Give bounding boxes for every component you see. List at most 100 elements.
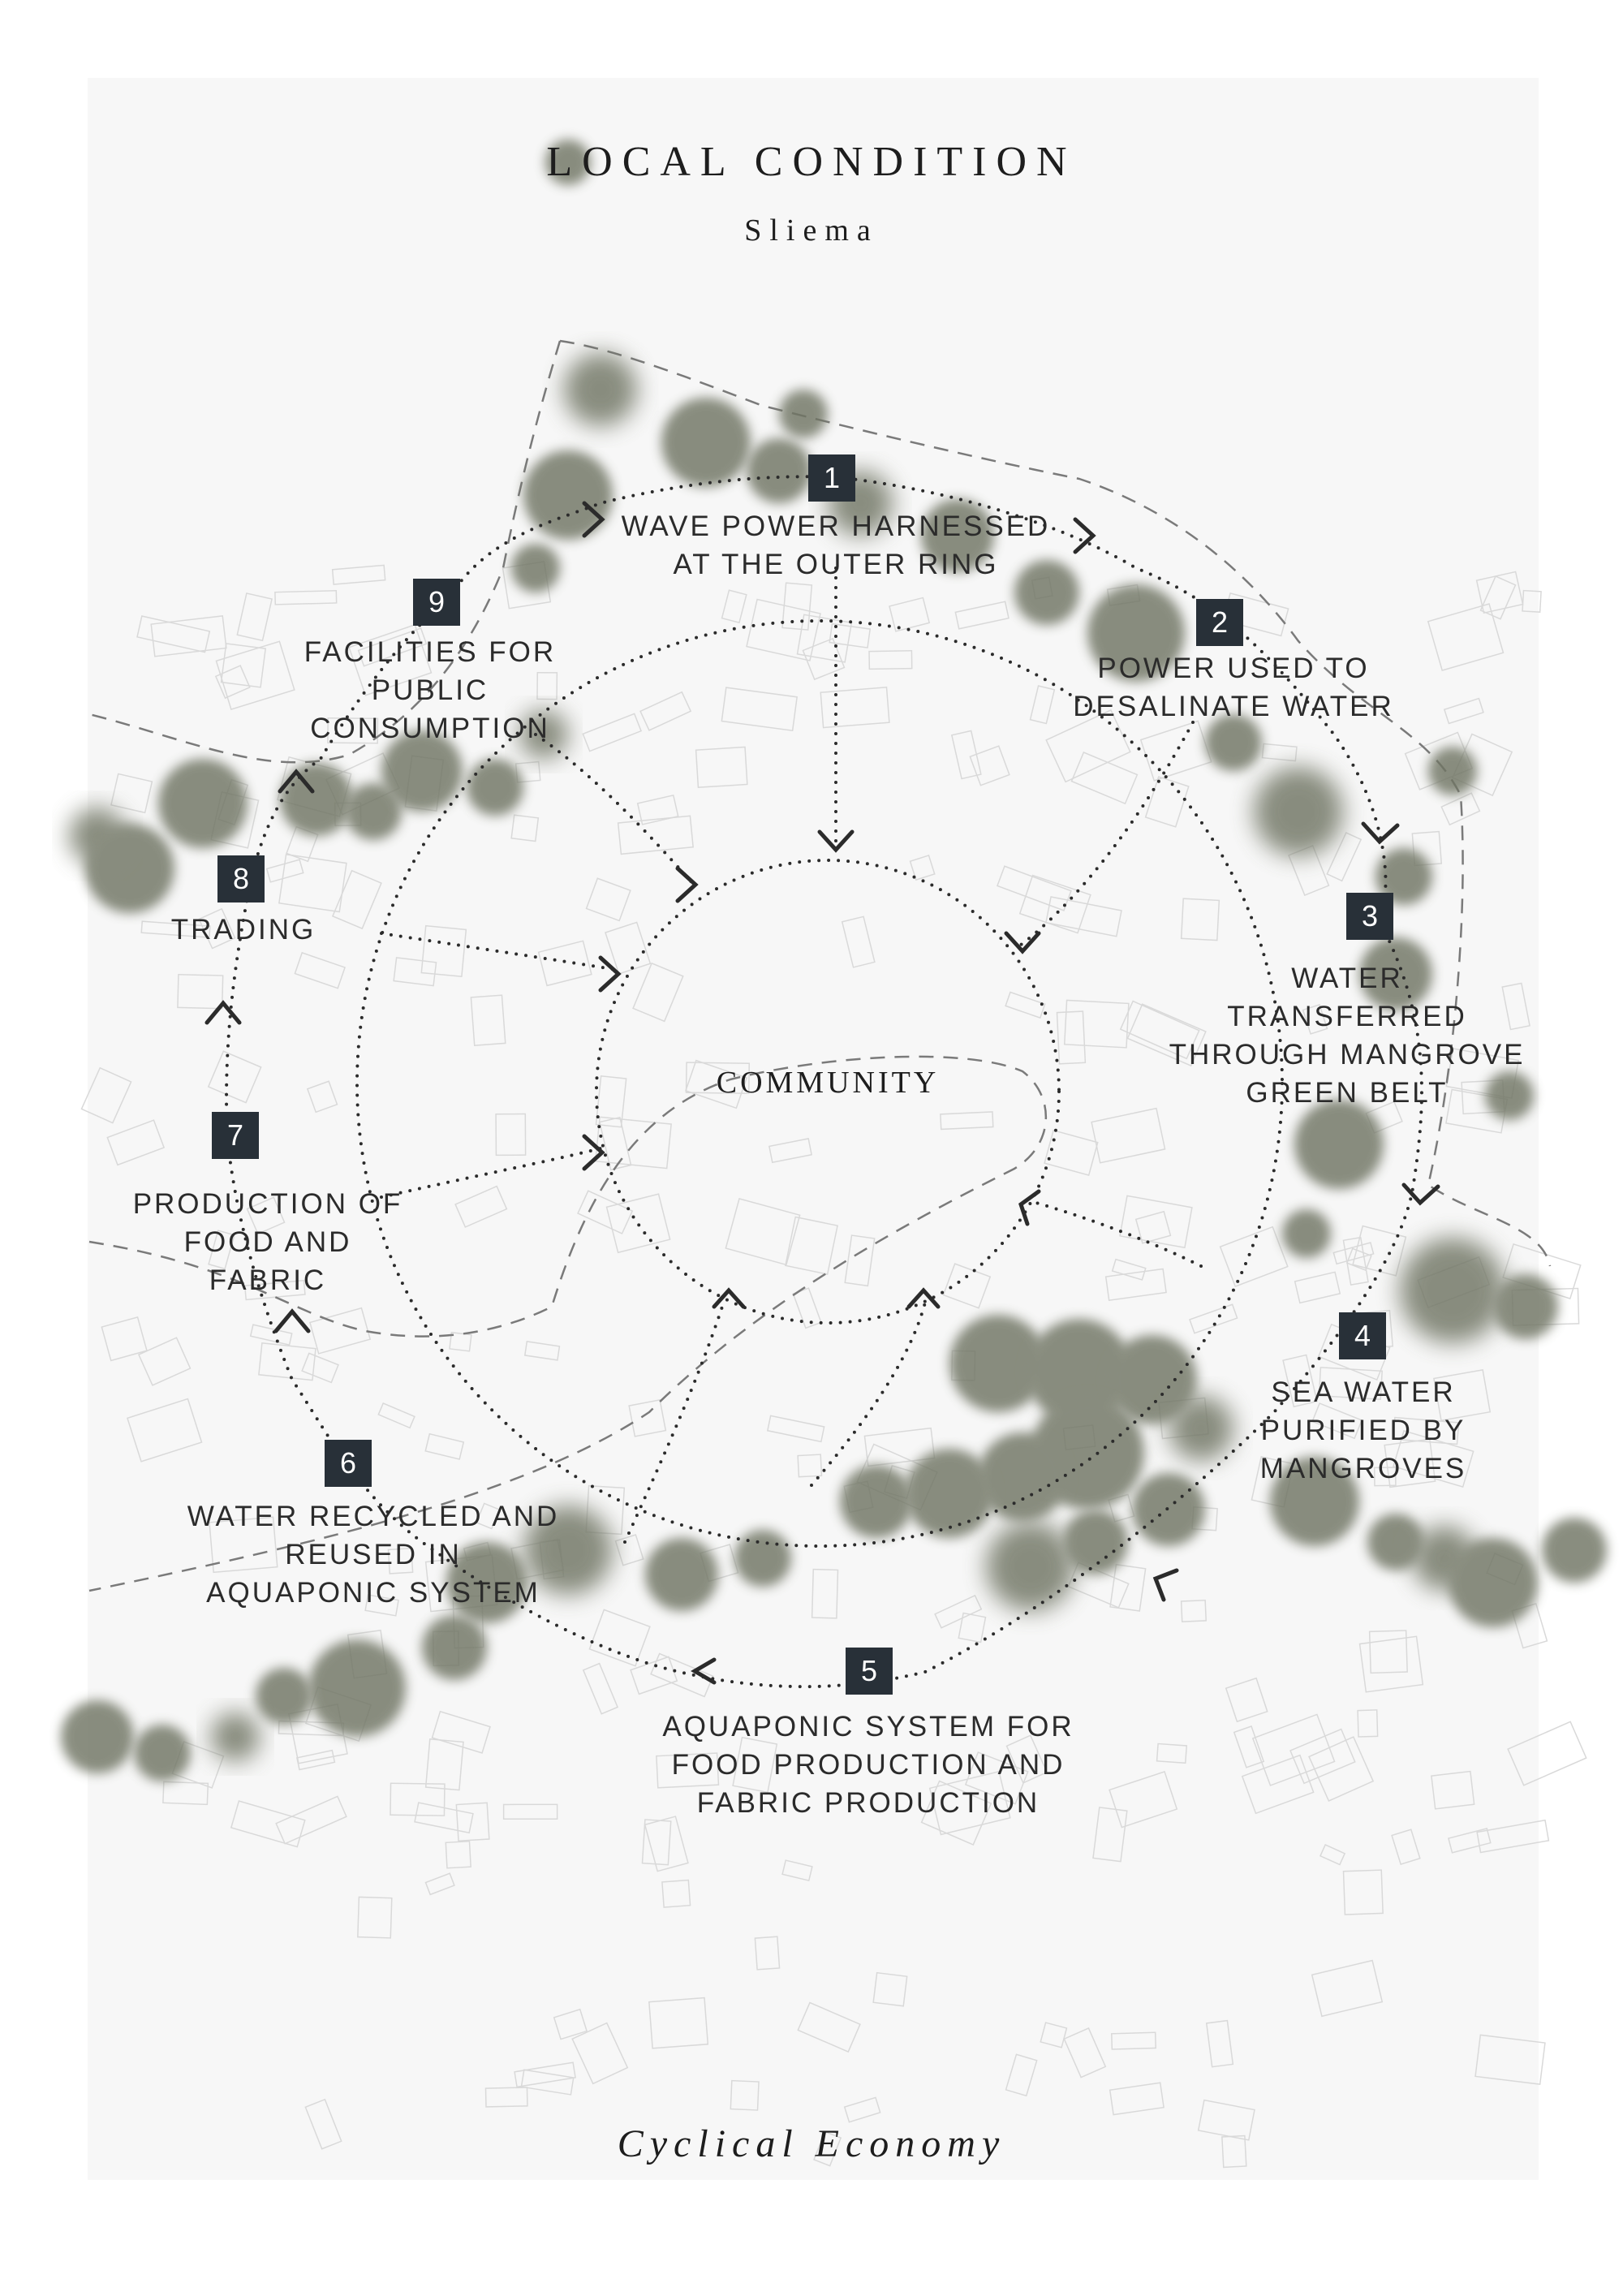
tree-canopy — [1375, 848, 1432, 905]
building-outline — [1332, 1242, 1375, 1265]
building-outline — [1119, 1000, 1200, 1060]
building-outline — [220, 643, 267, 688]
building-outline — [1241, 1754, 1315, 1815]
building-outline — [1070, 751, 1139, 805]
building-outline — [377, 1402, 415, 1429]
building-outline — [1373, 1467, 1397, 1487]
spoke-4 — [1029, 1200, 1203, 1268]
building-outline — [306, 1080, 338, 1114]
building-outline — [449, 1331, 472, 1352]
building-outline — [605, 921, 652, 975]
building-outline — [278, 853, 347, 913]
building-outline — [1109, 1770, 1178, 1829]
building-outline — [958, 1612, 987, 1643]
tree-canopy — [1169, 1396, 1233, 1461]
building-outline — [209, 1516, 278, 1574]
building-outline — [1225, 1677, 1268, 1723]
building-outline — [582, 713, 643, 752]
building-outline — [424, 1738, 464, 1791]
building-outline — [520, 2069, 575, 2096]
building-outline — [1029, 685, 1056, 725]
building-outline — [1326, 831, 1363, 882]
building-outline — [969, 745, 1010, 786]
building-outline — [1311, 1959, 1384, 2018]
building-outline — [106, 1119, 166, 1166]
building-outline — [725, 1197, 801, 1266]
tree-canopy — [564, 353, 637, 426]
building-outline — [162, 1781, 209, 1806]
tree-canopy — [545, 140, 591, 185]
tree-canopy — [134, 1725, 191, 1781]
tree-canopy — [921, 499, 994, 572]
building-outline — [784, 1216, 838, 1275]
building-outline — [198, 907, 236, 950]
step-4-badge: 4 — [1339, 1312, 1386, 1359]
step-6-label: WATER RECYCLED AND REUSED IN AQUAPONIC S… — [187, 1501, 560, 1609]
building-outline — [1139, 720, 1212, 782]
building-outline — [1180, 898, 1220, 941]
building-outline — [1358, 1635, 1424, 1693]
building-outline — [80, 1066, 132, 1124]
building-outline — [1352, 1225, 1407, 1277]
tree-canopy — [1087, 584, 1185, 682]
building-outline — [721, 687, 799, 732]
step-1-label: WAVE POWER HARNESSED AT THE OUTER RING — [621, 510, 1051, 580]
tree-canopy — [661, 398, 751, 487]
building-outline — [796, 614, 853, 663]
tree-canopy — [69, 808, 126, 864]
building-outline — [331, 869, 382, 930]
building-outline — [536, 671, 558, 700]
building-outline — [390, 1782, 446, 1816]
community-label: COMMUNITY — [716, 1066, 940, 1100]
building-outline — [695, 746, 748, 788]
tree-canopy — [158, 759, 248, 848]
building-outline — [1180, 1599, 1208, 1622]
building-outline — [274, 589, 338, 605]
building-outline — [781, 1859, 813, 1882]
building-outline — [420, 924, 467, 978]
building-outline — [1005, 2053, 1038, 2097]
building-outline — [841, 915, 876, 968]
building-outline — [1357, 1709, 1379, 1738]
page-subtitle: Sliema — [744, 213, 879, 248]
tree-canopy — [519, 710, 568, 759]
mangrove-trees — [61, 140, 1607, 1781]
building-outline — [872, 1971, 908, 2007]
building-outline — [641, 1819, 672, 1866]
tree-canopy — [280, 763, 353, 836]
building-outline — [214, 665, 251, 700]
building-outline — [1126, 1003, 1207, 1067]
step-5-label: AQUAPONIC SYSTEM FOR FOOD PRODUCTION AND… — [662, 1711, 1074, 1819]
tree-canopy — [61, 1700, 134, 1773]
inner-ring — [595, 859, 1061, 1325]
step-9-label: FACILITIES FOR PUBLIC CONSUMPTION — [304, 636, 557, 744]
tree-canopy — [1359, 937, 1432, 1010]
building-outline — [940, 1111, 994, 1131]
building-outline — [301, 1352, 339, 1384]
tree-canopy — [949, 1315, 1047, 1412]
building-outline — [1144, 776, 1190, 828]
building-outline — [1392, 1416, 1460, 1445]
building-outline — [1440, 792, 1481, 826]
building-outline — [1393, 1429, 1474, 1488]
building-outline — [348, 623, 433, 696]
building-outline — [1005, 1734, 1048, 1784]
building-outline — [230, 1800, 306, 1848]
building-outline — [1522, 589, 1542, 613]
building-outline — [797, 1454, 823, 1478]
building-outline — [1109, 1563, 1147, 1612]
building-outline — [1342, 1869, 1384, 1915]
building-outline — [1111, 1258, 1147, 1281]
step-8-label: TRADING — [170, 914, 316, 946]
building-outline — [889, 597, 931, 632]
building-outline — [249, 1324, 293, 1346]
building-outline — [1302, 1003, 1328, 1035]
building-outline — [207, 1050, 262, 1104]
tree-canopy — [986, 1522, 1075, 1611]
building-outline — [364, 1594, 399, 1617]
building-outline — [1040, 2022, 1068, 2048]
step-7-label: PRODUCTION OF FOOD AND FABRIC — [132, 1188, 403, 1296]
footer-caption: Cyclical Economy — [617, 2122, 1006, 2165]
building-outline — [630, 1656, 678, 1695]
